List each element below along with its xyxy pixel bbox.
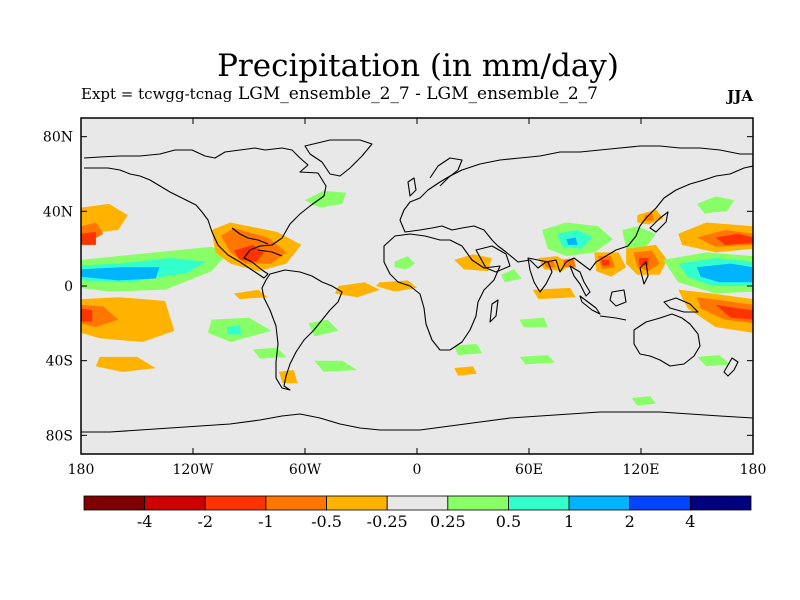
region-indian-ocean-dry bbox=[532, 287, 576, 300]
region-south-atlantic-dry bbox=[334, 282, 380, 298]
region-southwest-pacific-dry-center bbox=[715, 304, 753, 320]
region-west-pacific-wet-center bbox=[697, 263, 753, 283]
region-southeast-asia-dry-center bbox=[601, 259, 610, 266]
colorbar-swatch bbox=[508, 495, 570, 511]
coast-borneo bbox=[609, 289, 627, 307]
region-bay-bengal-dry-east bbox=[562, 258, 576, 268]
coast-south-america bbox=[261, 269, 343, 391]
coast-new-zealand bbox=[723, 357, 739, 377]
y-axis: 80N 40N 0 40S 80S bbox=[43, 130, 753, 444]
region-south-pacific-dry-center bbox=[81, 308, 93, 322]
region-indian-ocean-wet-south bbox=[454, 343, 483, 356]
coast-eurasia bbox=[399, 145, 753, 273]
region-southern-ocean-wet-pacific bbox=[697, 355, 731, 367]
colorbar-swatch bbox=[689, 495, 752, 511]
coast-australia bbox=[633, 313, 701, 367]
region-north-atlantic-wet bbox=[305, 190, 347, 208]
colorbar-swatch bbox=[83, 495, 146, 511]
subtitle-center: LGM_ensemble_2_7 - LGM_ensemble_2_7 bbox=[238, 84, 598, 104]
region-africa-wet-east bbox=[501, 269, 522, 283]
region-east-pacific-dry bbox=[234, 289, 268, 300]
colorbar-swatch bbox=[144, 495, 206, 511]
region-indian-ocean-wet-west bbox=[519, 317, 548, 328]
colorbar-swatch bbox=[629, 495, 691, 511]
coastlines bbox=[81, 139, 753, 433]
region-southern-ocean-dry-pacific bbox=[454, 366, 477, 376]
coast-indochina bbox=[569, 265, 591, 297]
coast-india bbox=[527, 257, 553, 293]
x-tick-label: 120W bbox=[172, 462, 214, 478]
colorbar-label: 1 bbox=[564, 512, 574, 531]
region-central-pacific-dry-center bbox=[81, 231, 96, 245]
region-southern-ocean-dry-west bbox=[95, 356, 156, 372]
coast-madagascar bbox=[489, 299, 499, 323]
region-southern-ocean-wet-indian-east bbox=[631, 396, 656, 406]
coast-britain bbox=[407, 177, 417, 197]
y-tick-label: 40N bbox=[43, 204, 73, 220]
colorbar-label: 4 bbox=[685, 512, 695, 531]
colorbar-label: -1 bbox=[258, 512, 274, 531]
y-tick-label: 40S bbox=[46, 354, 73, 370]
coast-arabia bbox=[475, 245, 511, 273]
region-southern-ocean-wet-west bbox=[252, 347, 287, 359]
x-axis: 180 120W 60W 0 60E 120E 180 bbox=[68, 118, 767, 478]
y-tick-label: 80N bbox=[43, 130, 73, 146]
colorbar-label: -0.5 bbox=[311, 512, 342, 531]
coast-gulf bbox=[231, 227, 269, 245]
colorbar-swatch bbox=[265, 495, 327, 511]
coast-africa bbox=[383, 233, 501, 351]
experiment-label: Expt = tcwgg-tcnag bbox=[81, 85, 233, 103]
colorbar-swatch bbox=[204, 495, 267, 511]
x-tick-label: 0 bbox=[413, 462, 422, 478]
colorbar-swatch bbox=[568, 495, 631, 511]
coast-antarctica bbox=[81, 411, 753, 433]
coast-japan bbox=[649, 211, 669, 233]
precip-regions bbox=[81, 190, 753, 406]
colorbar-label: -0.25 bbox=[367, 512, 408, 531]
x-tick-label: 180 bbox=[740, 462, 767, 478]
colorbar: -4 -2 -1 -0.5 -0.25 0.25 0.5 1 2 4 bbox=[83, 495, 752, 531]
region-north-pacific-wet bbox=[697, 196, 735, 214]
colorbar-swatch bbox=[447, 495, 509, 511]
colorbar-swatch bbox=[386, 495, 449, 511]
region-southern-ocean-wet-indian bbox=[519, 355, 556, 365]
region-southern-ocean-dry-mid bbox=[278, 370, 298, 384]
chart-title: Precipitation (in mm/day) bbox=[217, 48, 619, 84]
colorbar-label: 2 bbox=[625, 512, 635, 531]
coast-sumatra bbox=[579, 295, 601, 315]
map-panel bbox=[80, 117, 754, 455]
region-west-pacific-dry-center bbox=[715, 233, 753, 245]
coast-philippines bbox=[639, 261, 649, 285]
region-equatorial-atlantic-dry bbox=[375, 280, 417, 292]
x-tick-label: 180 bbox=[68, 462, 95, 478]
region-central-america-dry-center bbox=[234, 244, 264, 262]
y-tick-label: 0 bbox=[64, 279, 73, 295]
region-southern-ocean-wet-mid bbox=[314, 360, 358, 372]
region-south-atlantic-wet-core bbox=[226, 325, 242, 335]
colorbar-label: -2 bbox=[197, 512, 213, 531]
coast-north-america bbox=[83, 147, 327, 279]
region-itcz-pacific-wet-center bbox=[81, 267, 160, 281]
region-china-dry-core bbox=[644, 213, 655, 221]
coast-cuba bbox=[257, 249, 283, 257]
x-tick-label: 120E bbox=[623, 462, 660, 478]
y-tick-label: 80S bbox=[46, 428, 73, 444]
x-tick-label: 60W bbox=[289, 462, 322, 478]
colorbar-label: 0.5 bbox=[496, 512, 521, 531]
season-label: JJA bbox=[725, 87, 753, 105]
region-south-atlantic-wet-east bbox=[308, 319, 339, 337]
colorbar-swatch bbox=[326, 495, 388, 511]
coast-scandinavia bbox=[429, 157, 463, 187]
x-tick-label: 60E bbox=[515, 462, 543, 478]
colorbar-label: 0.25 bbox=[430, 512, 466, 531]
coast-greenland bbox=[304, 139, 373, 177]
region-africa-wet bbox=[394, 256, 416, 270]
coast-new-guinea bbox=[663, 297, 699, 313]
coast-java bbox=[599, 315, 627, 321]
colorbar-label: -4 bbox=[137, 512, 153, 531]
region-india-wet-center bbox=[566, 237, 578, 245]
